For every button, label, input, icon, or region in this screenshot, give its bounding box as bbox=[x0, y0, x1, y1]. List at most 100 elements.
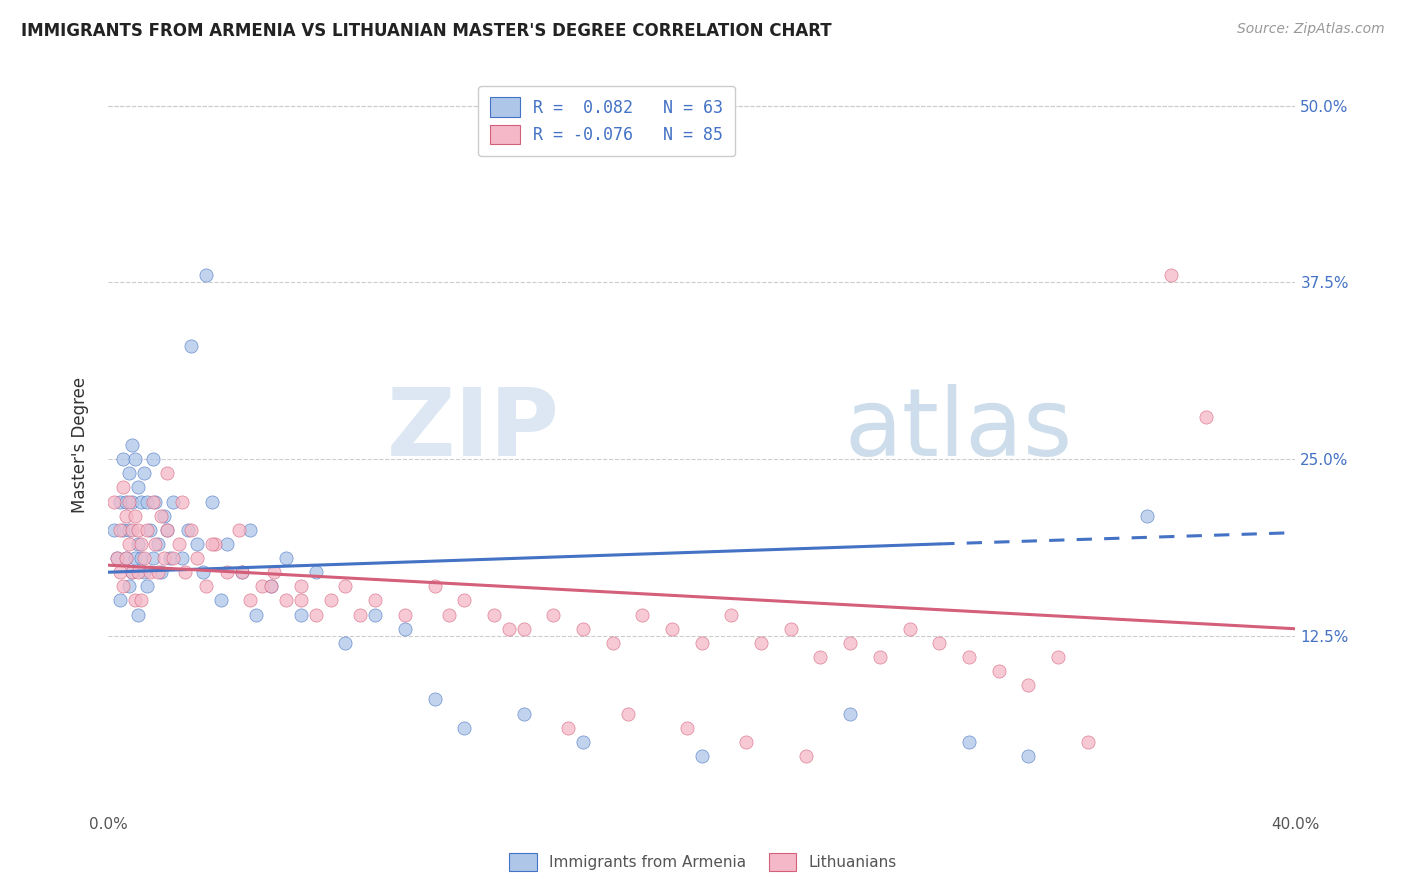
Point bbox=[127, 537, 149, 551]
Point bbox=[957, 650, 980, 665]
Point bbox=[512, 622, 534, 636]
Point bbox=[394, 622, 416, 636]
Point bbox=[127, 566, 149, 580]
Legend: Immigrants from Armenia, Lithuanians: Immigrants from Armenia, Lithuanians bbox=[501, 844, 905, 880]
Point bbox=[159, 551, 181, 566]
Point bbox=[172, 494, 194, 508]
Point bbox=[498, 622, 520, 636]
Point bbox=[423, 579, 446, 593]
Point bbox=[512, 706, 534, 721]
Point bbox=[720, 607, 742, 622]
Point bbox=[263, 566, 285, 580]
Point bbox=[290, 593, 312, 607]
Point bbox=[335, 636, 357, 650]
Point bbox=[987, 664, 1010, 678]
Point bbox=[572, 622, 595, 636]
Point bbox=[572, 735, 595, 749]
Point bbox=[118, 467, 141, 481]
Point bbox=[132, 467, 155, 481]
Point bbox=[319, 593, 342, 607]
Point bbox=[779, 622, 801, 636]
Point bbox=[274, 551, 297, 566]
Point bbox=[118, 579, 141, 593]
Point bbox=[121, 438, 143, 452]
Point bbox=[108, 523, 131, 537]
Point bbox=[335, 579, 357, 593]
Point bbox=[111, 579, 134, 593]
Point bbox=[364, 607, 387, 622]
Point bbox=[602, 636, 624, 650]
Point bbox=[1017, 678, 1039, 692]
Point bbox=[162, 551, 184, 566]
Point bbox=[231, 566, 253, 580]
Point bbox=[129, 551, 152, 566]
Point bbox=[194, 579, 217, 593]
Point bbox=[105, 551, 128, 566]
Point bbox=[201, 494, 224, 508]
Point bbox=[839, 636, 862, 650]
Point bbox=[1195, 409, 1218, 424]
Point bbox=[118, 523, 141, 537]
Point bbox=[127, 523, 149, 537]
Point bbox=[1017, 749, 1039, 764]
Point bbox=[127, 480, 149, 494]
Point bbox=[690, 636, 713, 650]
Point bbox=[394, 607, 416, 622]
Point bbox=[156, 467, 179, 481]
Point bbox=[439, 607, 461, 622]
Point bbox=[177, 523, 200, 537]
Text: atlas: atlas bbox=[844, 384, 1073, 476]
Point bbox=[1077, 735, 1099, 749]
Point bbox=[260, 579, 283, 593]
Point bbox=[174, 566, 197, 580]
Point bbox=[180, 523, 202, 537]
Point bbox=[661, 622, 683, 636]
Point bbox=[898, 622, 921, 636]
Point bbox=[557, 721, 579, 735]
Point bbox=[135, 523, 157, 537]
Point bbox=[114, 494, 136, 508]
Point bbox=[204, 537, 226, 551]
Point bbox=[1046, 650, 1069, 665]
Point bbox=[129, 494, 152, 508]
Point bbox=[153, 551, 176, 566]
Legend: R =  0.082   N = 63, R = -0.076   N = 85: R = 0.082 N = 63, R = -0.076 N = 85 bbox=[478, 86, 735, 156]
Point bbox=[290, 579, 312, 593]
Point bbox=[103, 494, 125, 508]
Point bbox=[543, 607, 565, 622]
Point bbox=[103, 523, 125, 537]
Point bbox=[111, 523, 134, 537]
Point bbox=[690, 749, 713, 764]
Point bbox=[453, 721, 475, 735]
Point bbox=[148, 537, 170, 551]
Point bbox=[105, 551, 128, 566]
Point bbox=[239, 523, 262, 537]
Point bbox=[132, 551, 155, 566]
Point bbox=[749, 636, 772, 650]
Point bbox=[141, 452, 163, 467]
Point bbox=[1160, 268, 1182, 283]
Point bbox=[124, 551, 146, 566]
Point bbox=[124, 508, 146, 523]
Point bbox=[215, 537, 238, 551]
Point bbox=[869, 650, 891, 665]
Point bbox=[305, 607, 328, 622]
Point bbox=[186, 537, 208, 551]
Point bbox=[145, 494, 167, 508]
Point bbox=[108, 593, 131, 607]
Point bbox=[108, 494, 131, 508]
Point bbox=[121, 566, 143, 580]
Point bbox=[191, 566, 214, 580]
Point bbox=[1136, 508, 1159, 523]
Point bbox=[349, 607, 371, 622]
Point bbox=[127, 607, 149, 622]
Point bbox=[150, 566, 173, 580]
Point bbox=[215, 566, 238, 580]
Point bbox=[231, 566, 253, 580]
Point bbox=[274, 593, 297, 607]
Point bbox=[172, 551, 194, 566]
Point bbox=[957, 735, 980, 749]
Point bbox=[121, 523, 143, 537]
Point bbox=[138, 566, 160, 580]
Point bbox=[118, 537, 141, 551]
